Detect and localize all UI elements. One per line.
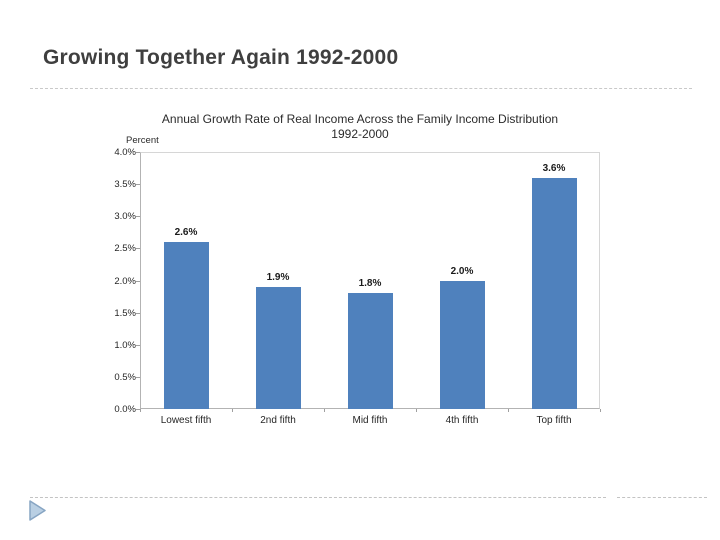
y-tick-mark <box>136 312 140 314</box>
bar-value-label: 3.6% <box>542 162 566 174</box>
x-tick-mark <box>600 409 601 412</box>
x-tick-mark <box>232 409 233 412</box>
y-tick-mark <box>136 248 140 250</box>
y-tick-label: 0.0% <box>114 404 136 415</box>
y-tick-mark <box>136 216 140 218</box>
y-tick-label: 2.0% <box>114 275 136 287</box>
x-tick-mark <box>324 409 325 412</box>
x-category-label: 4th fifth <box>445 415 479 426</box>
bar <box>163 241 209 409</box>
slide-title: Growing Together Again 1992-2000 <box>43 46 399 69</box>
y-tick-mark <box>136 376 140 378</box>
y-tick-label: 3.0% <box>114 211 136 223</box>
y-tick-label: 4.0% <box>114 147 136 158</box>
bar-value-label: 1.9% <box>266 271 290 283</box>
x-tick-mark <box>140 409 141 412</box>
income-growth-bar-chart: Annual Growth Rate of Real Income Across… <box>110 108 610 448</box>
x-category-label: 2nd fifth <box>260 415 296 426</box>
chart-title: Annual Growth Rate of Real Income Across… <box>161 112 559 126</box>
footer-divider-short <box>617 497 707 498</box>
triangle-shape <box>29 500 46 521</box>
y-tick-label: 3.5% <box>114 179 136 191</box>
bar <box>531 177 577 409</box>
y-tick-label: 1.5% <box>114 307 136 319</box>
footer-triangle-decoration <box>29 500 46 521</box>
y-tick-mark <box>136 409 140 410</box>
y-tick-mark <box>136 184 140 186</box>
y-tick-mark <box>136 344 140 346</box>
y-axis-unit-label: Percent <box>126 135 159 146</box>
y-tick-mark <box>136 280 140 282</box>
bar <box>439 280 485 409</box>
bar <box>255 286 301 409</box>
y-tick-label: 0.5% <box>114 371 136 383</box>
x-tick-mark <box>416 409 417 412</box>
bar-value-label: 2.6% <box>174 226 198 238</box>
title-divider <box>30 88 692 89</box>
bar <box>347 293 393 409</box>
footer-divider <box>30 497 606 498</box>
bar-value-label: 1.8% <box>358 278 382 290</box>
y-tick-mark <box>136 152 140 153</box>
x-category-label: Lowest fifth <box>160 415 212 426</box>
x-tick-mark <box>508 409 509 412</box>
y-tick-label: 1.0% <box>114 339 136 351</box>
bar-value-label: 2.0% <box>450 265 474 277</box>
x-category-label: Top fifth <box>536 415 572 426</box>
chart-subtitle: 1992-2000 <box>331 127 389 141</box>
x-category-label: Mid fifth <box>352 415 388 426</box>
y-tick-label: 2.5% <box>114 243 136 255</box>
